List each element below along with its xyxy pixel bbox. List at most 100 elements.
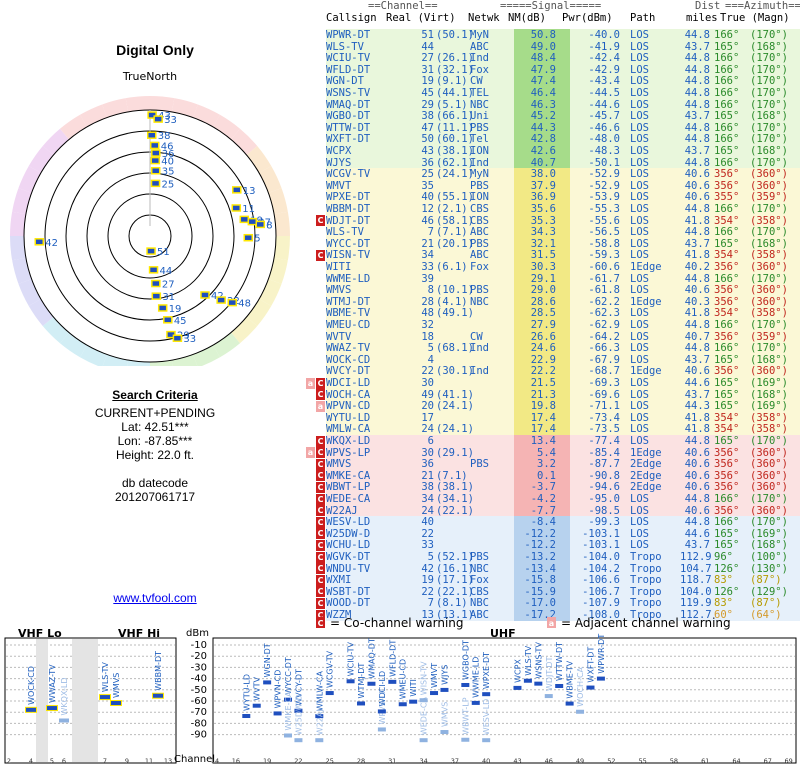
table-row[interactable]: WCHU-LD 33 -12.2 -103.1 LOS 43.7 165° (168°) xyxy=(326,539,800,552)
table-row[interactable]: WMVS 8 (10.1) PBS 29.0 -61.8 LOS 40.6 356° (360°) xyxy=(326,284,800,297)
cell-nm: 38.0 xyxy=(530,168,556,181)
dbm-tick-label: -70 xyxy=(191,707,207,718)
table-row[interactable]: WLS-TV 7 (7.1) ABC 34.3 -56.5 LOS 44.8 166° (170°… xyxy=(326,226,800,239)
station-bar xyxy=(596,676,605,681)
cell-pwr: -69.3 xyxy=(588,377,620,389)
cell-magn: (360°) xyxy=(750,179,788,192)
polar-station-marker xyxy=(150,179,161,188)
table-row[interactable]: WSNS-TV 45 (44.1) TEL 46.4 -44.5 LOS 44.8 166° (1… xyxy=(326,87,800,99)
table-row[interactable]: WWAZ-TV 5 (68.1) Ind 24.6 -66.3 LOS 44.8 166° (17… xyxy=(326,342,800,355)
cell-dist: 44.8 xyxy=(684,342,710,355)
tvfool-link[interactable]: www.tvfool.com xyxy=(113,591,197,605)
cell-dist: 43.7 xyxy=(684,388,710,401)
cell-call: WCHU-LD xyxy=(326,539,371,552)
table-row[interactable]: WGN-DT 19 (9.1) CW 47.4 -43.4 LOS 44.8 166° (170°… xyxy=(326,75,800,88)
cell-magn: (168°) xyxy=(750,353,788,366)
table-row[interactable]: WTTW-DT 47 (11.1) PBS 44.3 -46.6 LOS 44.8 166° (1… xyxy=(326,121,800,134)
table-row[interactable]: WYTU-LD 17 17.4 -73.4 LOS 41.8 354° (358°) xyxy=(326,411,800,424)
table-row[interactable]: WMVT 35 PBS 37.9 -52.9 LOS 40.6 356° (360°) xyxy=(326,179,800,192)
table-row[interactable]: WOCH-CA 49 (41.1) 21.3 -69.6 LOS 43.7 165° (168°… xyxy=(326,388,800,401)
table-row[interactable]: WXFT-DT 50 (60.1) Tel 42.8 -48.0 LOS 44.8 166° (1… xyxy=(326,133,800,146)
cell-pwr: -61.8 xyxy=(588,284,620,297)
cell-net: ABC xyxy=(470,226,489,239)
table-row[interactable]: WBWT-LP 38 (38.1) -3.7 -94.6 2Edge 40.6 356° (36… xyxy=(326,481,800,494)
cell-true: 355° xyxy=(714,191,740,204)
table-row[interactable]: WBBM-DT 12 (2.1) CBS 35.6 -55.3 LOS 44.8 166° (17… xyxy=(326,203,800,215)
table-row[interactable]: WBME-TV 48 (49.1) 28.5 -62.3 LOS 41.8 354° (358°… xyxy=(326,307,800,320)
table-row[interactable]: WVCY-DT 22 (30.1) Ind 22.2 -68.7 1Edge 40.6 356°… xyxy=(326,365,800,378)
table-row[interactable]: WOOD-DT 7 (8.1) NBC -17.0 -107.9 Tropo 119.9 83°… xyxy=(326,597,800,610)
station-bar-label: WXFT-DT xyxy=(586,647,595,683)
cell-virt: (20.1) xyxy=(436,237,474,250)
cell-call: WMVS xyxy=(326,458,352,471)
table-row[interactable]: WPVN-CD 20 (24.1) 19.8 -71.1 LOS 44.3 165° (169°… xyxy=(326,400,800,413)
table-row[interactable]: WPVS-LP 30 (29.1) 5.4 -85.4 1Edge 40.6 356° (360… xyxy=(326,446,800,459)
table-row[interactable]: WITI 33 (6.1) Fox 30.3 -60.6 1Edge 40.2 356° (360… xyxy=(326,261,800,273)
table-row[interactable]: WDCI-LD 30 21.5 -69.3 LOS 44.6 165° (169°) xyxy=(326,377,800,389)
cell-real: 36 xyxy=(421,156,434,169)
cell-path: LOS xyxy=(630,40,649,53)
table-row[interactable]: WMLW-CA 24 (24.1) 17.4 -73.5 LOS 41.8 354° (358°… xyxy=(326,423,800,436)
table-row[interactable]: WCGV-TV 25 (24.1) MyN 38.0 -52.9 LOS 40.6 356° (3… xyxy=(326,168,800,181)
cell-true: 166° xyxy=(714,63,740,76)
table-row[interactable]: WMKE-CA 21 (7.1) 0.1 -90.8 2Edge 40.6 356° (360°… xyxy=(326,469,800,482)
table-row[interactable]: WSBT-DT 22 (22.1) CBS -15.9 -106.7 Tropo 104.0 1… xyxy=(326,585,800,598)
table-row[interactable]: W25DW-D 22 -12.2 -103.1 LOS 44.6 165° (169°) xyxy=(326,527,800,540)
cell-dist: 40.2 xyxy=(684,261,710,273)
cell-pwr: -43.4 xyxy=(588,75,620,88)
table-row[interactable]: WNDU-TV 42 (16.1) NBC -13.4 -104.2 Tropo 104.7 1… xyxy=(326,562,800,575)
uhf-tick-label: 16 xyxy=(232,757,240,765)
table-row[interactable]: WPWR-DT 51 (50.1) MyN 50.8 -40.0 LOS 44.8 166° (1… xyxy=(326,29,800,41)
station-bar xyxy=(153,693,163,698)
cell-pwr: -48.0 xyxy=(588,133,620,146)
nm-cell-bg xyxy=(514,179,570,192)
cell-nm: 22.9 xyxy=(530,353,556,366)
table-row[interactable]: WESV-LD 40 -8.4 -99.3 LOS 44.8 166° (170°) xyxy=(326,516,800,529)
polar-station-label: 27 xyxy=(162,280,175,291)
table-row[interactable]: WLS-TV 44 ABC 49.0 -41.9 LOS 43.7 165° (168°) xyxy=(326,40,800,53)
cell-virt: (50.1) xyxy=(436,29,474,41)
table-row[interactable]: WCPX 43 (38.1) ION 42.6 -48.3 LOS 43.7 165° (168°… xyxy=(326,145,800,157)
table-row[interactable]: WXMI 19 (17.1) Fox -15.8 -106.6 Tropo 118.7 83° (… xyxy=(326,574,800,587)
table-row[interactable]: WMAQ-DT 29 (5.1) NBC 46.3 -44.6 LOS 44.8 166° (17… xyxy=(326,98,800,111)
cell-net: Ind xyxy=(470,52,489,65)
table-row[interactable]: WGVK-DT 5 (52.1) PBS -13.2 -104.0 Tropo 112.9 96… xyxy=(326,551,800,563)
table-row[interactable]: WPXE-DT 40 (55.1) ION 36.9 -53.9 LOS 40.6 355° (3… xyxy=(326,191,800,204)
table-row[interactable]: WWME-LD 39 29.1 -61.7 LOS 44.8 166° (170°) xyxy=(326,272,800,285)
cell-real: 5 xyxy=(427,342,434,355)
cell-pwr: -66.3 xyxy=(588,342,620,355)
cell-virt: (41.1) xyxy=(436,388,474,401)
datecode-label: db datecode xyxy=(121,476,189,490)
table-row[interactable]: WYCC-DT 21 (20.1) PBS 32.1 -58.8 LOS 43.7 165° (1… xyxy=(326,237,800,250)
compass-label: TrueNorth xyxy=(122,70,177,83)
uhf-tick-label: 49 xyxy=(576,757,584,765)
table-row[interactable]: WISN-TV 34 ABC 31.5 -59.3 LOS 41.8 354° (358°) xyxy=(326,249,800,262)
cell-pwr: -107.9 xyxy=(582,597,620,610)
table-row[interactable]: WMVS 36 PBS 3.2 -87.7 2Edge 40.6 356° (360°) xyxy=(326,458,800,471)
cell-nm: 48.4 xyxy=(530,52,556,65)
nm-cell-bg xyxy=(514,342,570,355)
station-bar-label: WKQX-LD xyxy=(60,677,69,715)
table-row[interactable]: WMEU-CD 32 27.9 -62.9 LOS 44.8 166° (170°) xyxy=(326,319,800,331)
table-row[interactable]: WFLD-DT 31 (32.1) Fox 47.9 -42.9 LOS 44.8 166° (1… xyxy=(326,63,800,76)
cell-call: WYTU-LD xyxy=(326,411,371,424)
table-row[interactable]: WCIU-TV 27 (26.1) Ind 48.4 -42.4 LOS 44.8 166° (1… xyxy=(326,52,800,65)
table-row[interactable]: WDJT-DT 46 (58.1) CBS 35.3 -55.6 LOS 41.8 354° (3… xyxy=(326,214,800,227)
table-row[interactable]: WVTV 18 CW 26.6 -64.2 LOS 40.7 356° (359°) xyxy=(326,330,800,343)
cell-real: 33 xyxy=(421,539,434,552)
polar-station-marker xyxy=(255,220,266,229)
table-row[interactable]: WOCK-CD 4 22.9 -67.9 LOS 43.7 165° (168°) xyxy=(326,353,800,366)
table-row[interactable]: WTMJ-DT 28 (4.1) NBC 28.6 -62.2 1Edge 40.3 356° (… xyxy=(326,295,800,308)
table-row[interactable]: WKQX-LD 6 13.4 -77.4 LOS 44.8 165° (170°) xyxy=(326,435,800,447)
table-row[interactable]: WGBO-DT 38 (66.1) Uni 45.2 -45.7 LOS 43.7 165° (1… xyxy=(326,110,800,123)
station-bar-label: WCIU-TV xyxy=(347,642,356,677)
co-channel-warning-icon: C xyxy=(316,493,325,505)
table-row[interactable]: WEDE-CA 34 (34.1) -4.2 -95.0 LOS 44.8 166° (170°… xyxy=(326,493,800,505)
cell-true: 166° xyxy=(714,516,740,529)
table-row[interactable]: WJYS 36 (62.1) Ind 40.7 -50.1 LOS 44.8 166° (170°… xyxy=(326,156,800,169)
cell-real: 7 xyxy=(427,226,434,239)
station-bar xyxy=(252,703,261,708)
cell-net: NBC xyxy=(470,597,489,610)
nm-cell-bg xyxy=(514,52,570,65)
table-row[interactable]: W22AJ 24 (22.1) -7.7 -98.5 LOS 40.6 356° (360°) xyxy=(326,504,800,517)
